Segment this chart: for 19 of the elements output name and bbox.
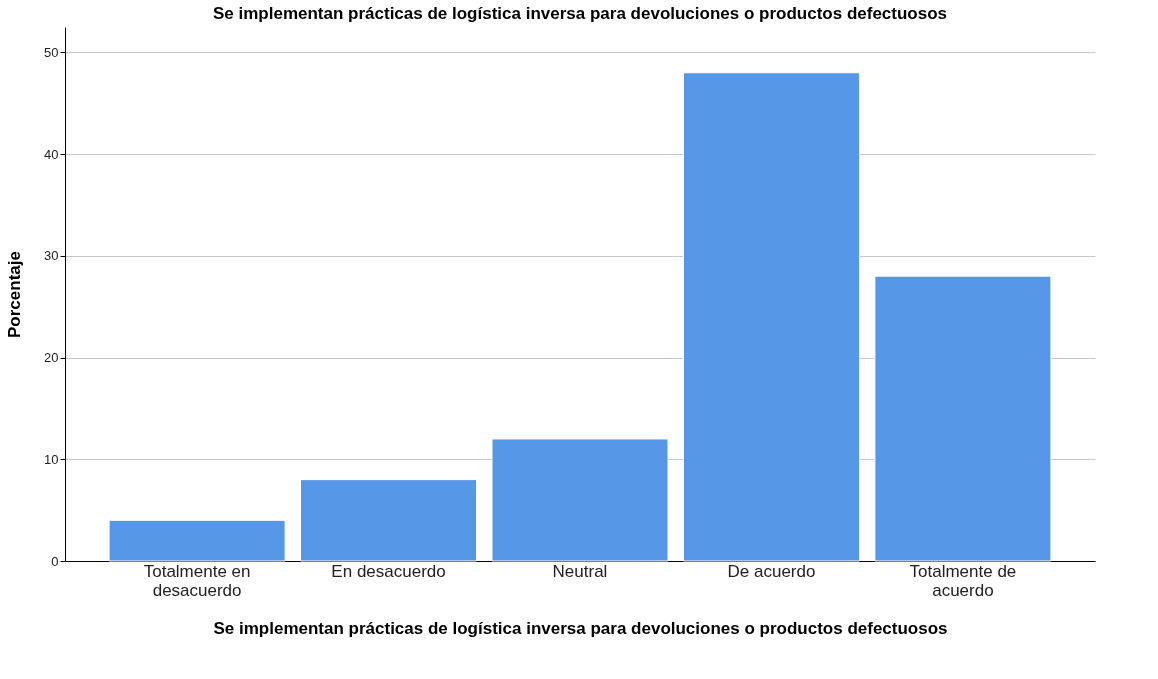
x-tick-label: Totalmente en desacuerdo — [143, 561, 251, 600]
y-tick-label: 10 — [44, 451, 59, 467]
x-tick-label: Totalmente de acuerdo — [909, 561, 1017, 600]
x-axis-title: Se implementan prácticas de logística inversa para devoluciones o productos defectuosos — [213, 618, 948, 638]
y-tick-label: 50 — [44, 44, 59, 60]
x-tick-label: De acuerdo — [727, 561, 816, 581]
y-tick-label: 30 — [44, 248, 59, 264]
bar — [491, 438, 669, 562]
y-tick-label: 0 — [51, 553, 59, 569]
bar — [108, 519, 286, 562]
y-tick-label: 20 — [44, 350, 59, 366]
x-tick-label: En desacuerdo — [331, 561, 446, 581]
bar — [300, 479, 478, 562]
bar — [874, 275, 1052, 562]
chart-title: Se implementan prácticas de logística inversa para devoluciones o productos defectuosos — [212, 4, 948, 23]
x-tick-label: Neutral — [552, 561, 608, 581]
bar — [682, 72, 860, 562]
y-axis-title: Porcentaje — [5, 251, 25, 338]
y-tick-label: 40 — [44, 146, 59, 162]
